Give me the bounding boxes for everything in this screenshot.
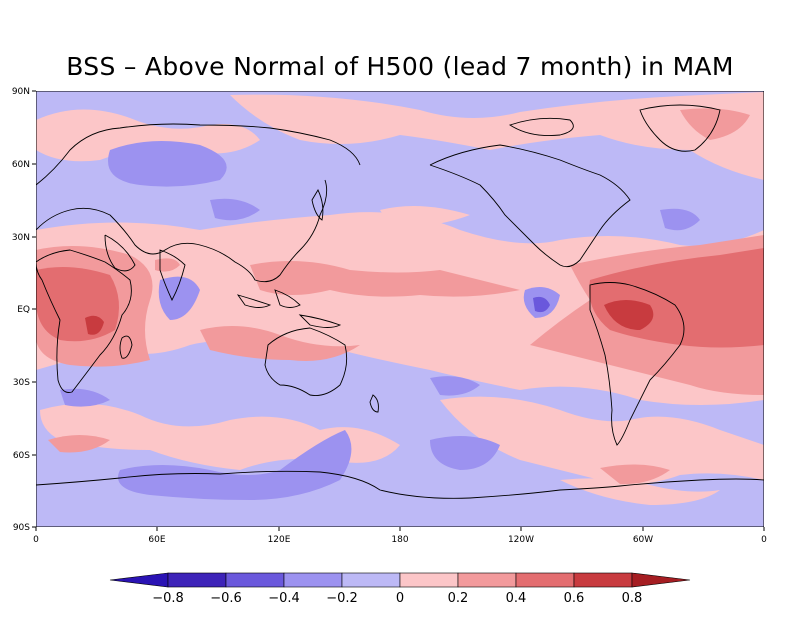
negative-regions-strong	[533, 296, 550, 313]
colorbar-label: −0.8	[152, 591, 184, 606]
colorbar-arrow-high	[631, 572, 691, 588]
lon-tick-0-right: 0	[761, 535, 767, 545]
map-title: BSS – Above Normal of H500 (lead 7 month…	[66, 52, 734, 81]
colorbar-segment	[399, 572, 459, 588]
lon-tick-60w: 60W	[633, 535, 653, 545]
axis-ticks	[32, 90, 765, 531]
lon-tick-120e: 120E	[268, 535, 291, 545]
lat-tick-90n: 90N	[12, 87, 30, 97]
colorbar-segment	[167, 572, 227, 588]
colorbar-arrow-low	[109, 572, 169, 588]
colorbar-segment	[283, 572, 343, 588]
colorbar-label: −0.6	[210, 591, 242, 606]
colorbar-label: 0.4	[506, 591, 527, 606]
colorbar-label: 0	[396, 591, 404, 606]
colorbar-label: 0.6	[564, 591, 585, 606]
lon-tick-labels: 0 60E 120E 180 120W 60W 0	[33, 535, 767, 545]
colorbar-segment	[225, 572, 285, 588]
lon-tick-120w: 120W	[508, 535, 534, 545]
lat-tick-90s: 90S	[13, 523, 30, 533]
colorbar-label: 0.8	[622, 591, 643, 606]
lon-tick-60e: 60E	[148, 535, 165, 545]
colorbar-label: −0.2	[326, 591, 358, 606]
lat-tick-eq: EQ	[17, 305, 30, 315]
lat-tick-60n: 60N	[12, 160, 30, 170]
colorbar-segment	[515, 572, 575, 588]
colorbar-segment	[573, 572, 633, 588]
lon-tick-180: 180	[391, 535, 408, 545]
colorbar-segment	[457, 572, 517, 588]
lat-tick-30n: 30N	[12, 233, 30, 243]
lat-tick-60s: 60S	[13, 451, 30, 461]
positive-regions-max	[85, 300, 654, 335]
negative-regions	[60, 141, 700, 500]
colorbar	[109, 572, 691, 588]
colorbar-labels: −0.8 −0.6 −0.4 −0.2 0 0.2 0.4 0.6 0.8	[152, 591, 642, 606]
lon-tick-0-left: 0	[33, 535, 39, 545]
colorbar-segment	[341, 572, 401, 588]
colorbar-label: −0.4	[268, 591, 300, 606]
skill-field	[36, 91, 764, 527]
coastlines	[36, 104, 764, 499]
lat-tick-labels: 90N 60N 30N EQ 30S 60S 90S	[12, 87, 30, 533]
colorbar-label: 0.2	[448, 591, 469, 606]
lat-tick-30s: 30S	[13, 378, 30, 388]
